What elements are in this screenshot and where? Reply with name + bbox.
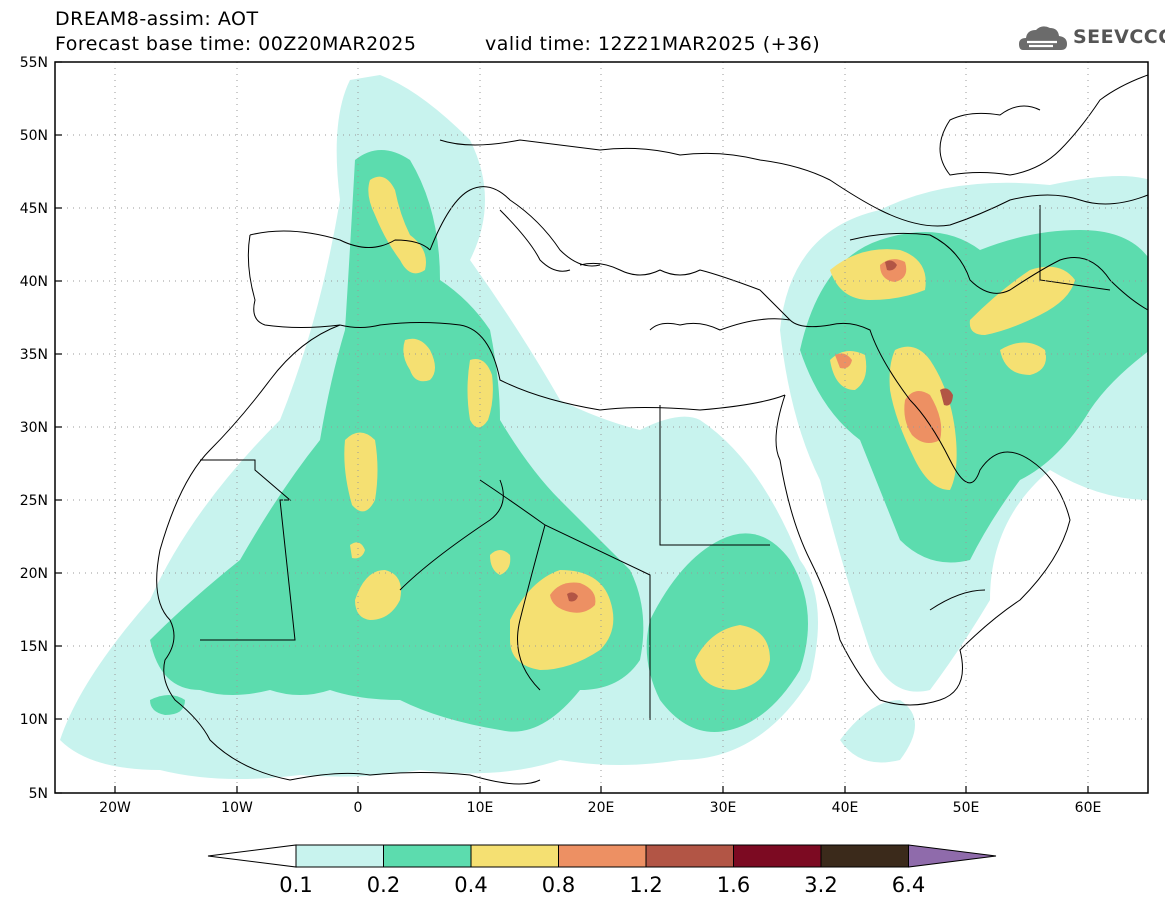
colorbar: 0.1 0.2 0.4 0.8 1.2 1.6 3.2 6.4 <box>207 844 997 897</box>
lon-tick-label: 10E <box>467 800 494 816</box>
latitude-labels: 55N 50N 45N 40N 35N 30N 25N 20N 15N 10N … <box>20 55 48 802</box>
lat-tick-label: 30N <box>20 420 48 436</box>
lat-tick-label: 25N <box>20 493 48 509</box>
lat-tick-label: 20N <box>20 566 48 582</box>
lat-tick-label: 35N <box>20 347 48 363</box>
map-title: DREAM8-assim: AOT <box>55 8 259 30</box>
colorbar-over <box>908 844 997 868</box>
forecast-base-time: Forecast base time: 00Z20MAR2025 <box>55 33 417 55</box>
coastlines <box>156 74 1148 785</box>
lon-tick-label: 20E <box>588 800 615 816</box>
colorbar-segment <box>295 844 384 868</box>
lat-tick-label: 55N <box>20 55 48 71</box>
colorbar-label: 0.2 <box>367 873 400 897</box>
colorbar-label: 0.8 <box>542 873 575 897</box>
colorbar-segment <box>470 844 559 868</box>
colorbar-label: 0.1 <box>279 873 312 897</box>
lon-tick-label: 30E <box>710 800 737 816</box>
colorbar-segment <box>733 844 822 868</box>
lat-tick-label: 50N <box>20 128 48 144</box>
aot-field <box>60 75 1148 779</box>
colorbar-segment <box>820 844 909 868</box>
cloud-icon <box>1019 26 1067 50</box>
colorbar-label: 6.4 <box>892 873 925 897</box>
lon-tick-label: 50E <box>953 800 980 816</box>
colorbar-label: 3.2 <box>804 873 837 897</box>
lon-tick-label: 0 <box>354 800 363 816</box>
lat-tick-label: 5N <box>29 786 48 802</box>
logo-text: SEEVCCC <box>1073 26 1165 48</box>
lat-tick-label: 15N <box>20 639 48 655</box>
colorbar-under <box>207 844 297 868</box>
lon-tick-label: 20W <box>99 800 131 816</box>
colorbar-segment <box>383 844 472 868</box>
colorbar-segment <box>645 844 734 868</box>
lat-tick-label: 40N <box>20 274 48 290</box>
lon-tick-label: 40E <box>832 800 859 816</box>
valid-time: valid time: 12Z21MAR2025 (+36) <box>485 33 821 55</box>
grid-lines <box>55 62 1148 793</box>
lat-tick-label: 45N <box>20 201 48 217</box>
colorbar-label: 1.2 <box>629 873 662 897</box>
lon-tick-label: 60E <box>1075 800 1102 816</box>
colorbar-label: 1.6 <box>717 873 750 897</box>
lat-tick-label: 10N <box>20 712 48 728</box>
colorbar-segment <box>558 844 647 868</box>
lon-tick-label: 10W <box>221 800 253 816</box>
longitude-labels: 20W 10W 0 10E 20E 30E 40E 50E 60E <box>99 800 1101 816</box>
colorbar-label: 0.4 <box>454 873 487 897</box>
axis-ticks <box>55 61 1089 794</box>
